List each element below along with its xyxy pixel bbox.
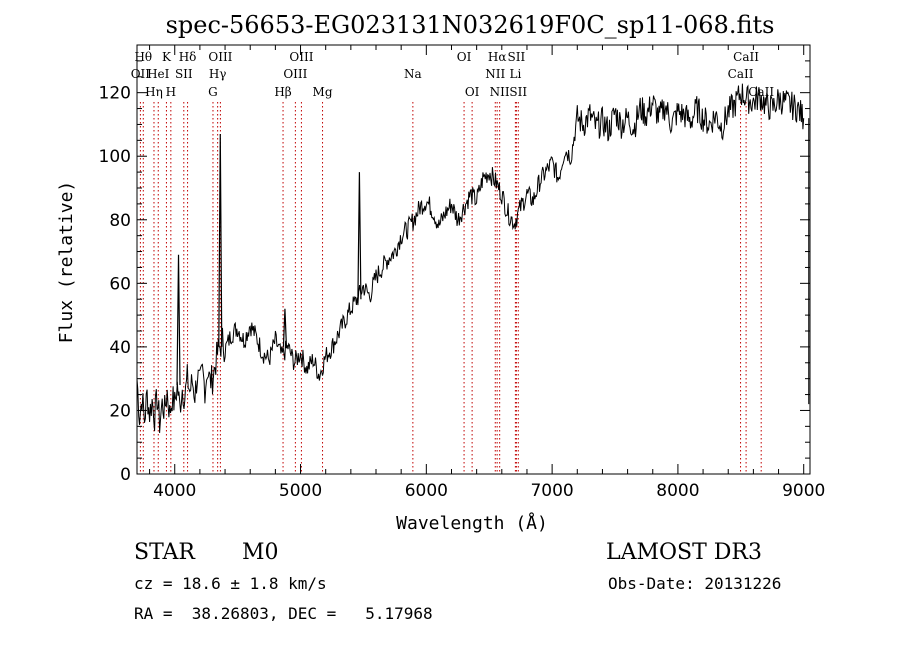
- line-marker-label: OII: [131, 67, 151, 81]
- line-marker-label: K: [162, 50, 172, 64]
- y-tick-label: 20: [109, 401, 131, 421]
- x-axis-label: Wavelength (Å): [396, 512, 548, 534]
- line-marker-label: CaII: [733, 50, 759, 64]
- x-tick-label: 6000: [405, 481, 448, 501]
- survey-name: LAMOST DR3: [606, 540, 762, 565]
- line-marker-label: SII: [508, 50, 526, 64]
- x-tick-label: 9000: [782, 481, 825, 501]
- line-marker-label: Hα: [488, 50, 507, 64]
- line-marker-label: NII: [485, 67, 505, 81]
- line-markers: OIIHθHηHeIKHSIIHδGHγOIIIHβOIIIOIIIMgNaOI…: [131, 50, 774, 474]
- emission-spike: [357, 172, 362, 300]
- line-marker-label: Hβ: [274, 85, 291, 99]
- line-marker-label: Hγ: [209, 67, 227, 81]
- spectrum-series: [136, 83, 810, 434]
- line-marker-label: HeI: [147, 67, 170, 81]
- line-marker-label: Na: [404, 67, 422, 81]
- y-tick-label: 40: [109, 338, 131, 358]
- line-marker-label: Li: [509, 67, 521, 81]
- emission-spike: [218, 133, 223, 347]
- coordinates: RA = 38.26803, DEC = 5.17968: [134, 604, 433, 623]
- line-marker-label: Mg: [313, 85, 333, 99]
- y-tick-label: 80: [109, 211, 131, 231]
- line-marker-label: Hη: [145, 85, 163, 99]
- x-tick-label: 7000: [530, 481, 573, 501]
- redshift-velocity: cz = 18.6 ± 1.8 km/s: [134, 574, 327, 593]
- line-marker-label: SII: [509, 85, 527, 99]
- y-tick-label: 0: [120, 465, 131, 485]
- line-marker-label: SII: [175, 67, 193, 81]
- plot-frame: [136, 44, 811, 475]
- y-tick-label: 60: [109, 274, 131, 294]
- y-tick-label: 120: [99, 84, 131, 104]
- line-marker-label: NII: [490, 85, 510, 99]
- object-class: STAR: [134, 540, 195, 565]
- chart-title: spec-56653-EG023131N032619F0C_sp11-068.f…: [166, 11, 775, 39]
- observation-date: Obs-Date: 20131226: [608, 574, 782, 593]
- x-tick-label: 8000: [656, 481, 699, 501]
- line-marker-label: G: [208, 85, 218, 99]
- line-marker-label: Hδ: [179, 50, 197, 64]
- line-marker-label: CaII: [728, 67, 754, 81]
- line-marker-label: OIII: [283, 67, 307, 81]
- line-marker-label: H: [166, 85, 176, 99]
- line-marker-label: OI: [457, 50, 472, 64]
- line-marker-label: OIII: [289, 50, 313, 64]
- x-tick-label: 4000: [153, 481, 196, 501]
- emission-spike: [282, 308, 288, 347]
- axes: 4000 5000 6000 7000 8000 9000 0 20 40 60 80 100 120: [99, 45, 825, 501]
- y-axis-label: Flux (relative): [56, 181, 77, 344]
- emission-spike: [176, 254, 181, 386]
- line-marker-label: OI: [465, 85, 480, 99]
- line-marker-label: OIII: [208, 50, 232, 64]
- object-subclass: M0: [242, 540, 279, 565]
- y-tick-label: 100: [99, 147, 131, 167]
- x-tick-label: 5000: [279, 481, 322, 501]
- spectrum-line: [136, 83, 805, 434]
